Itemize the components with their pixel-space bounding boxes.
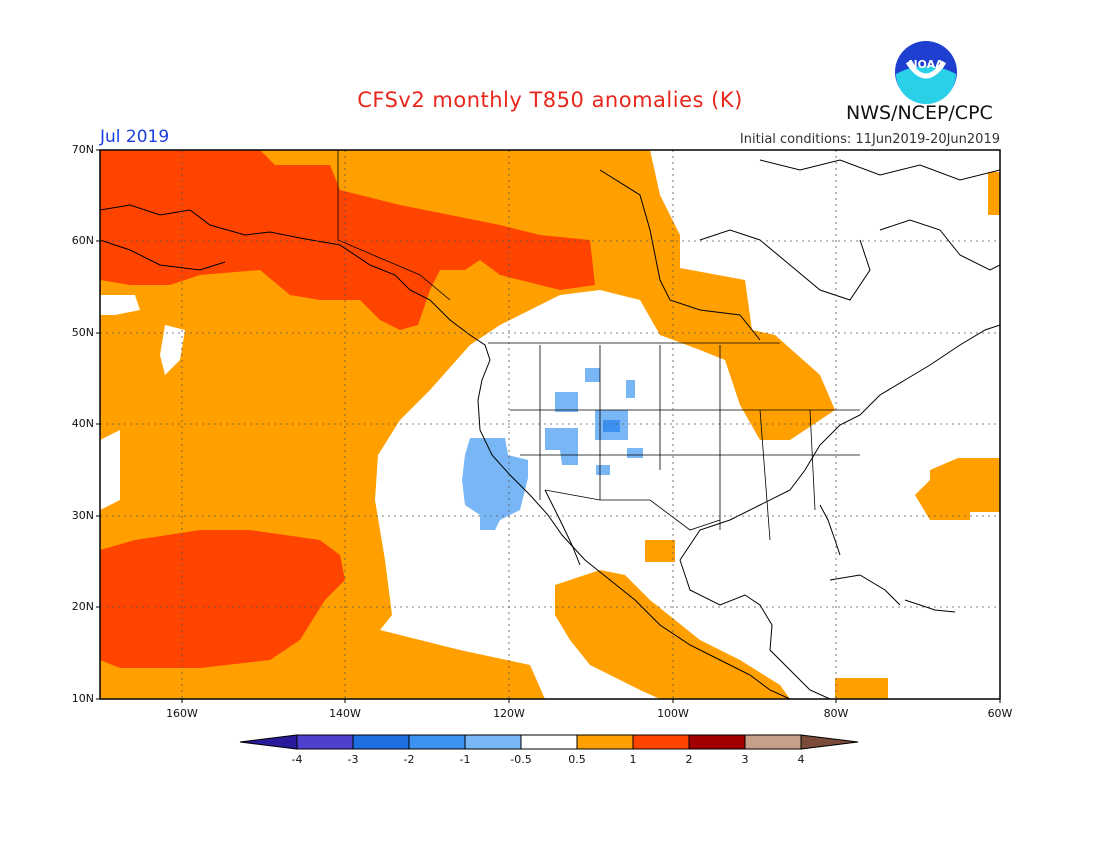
lon-label: 100W <box>657 707 689 720</box>
colorbar-swatch <box>688 734 746 750</box>
colorbar-swatch <box>464 734 522 750</box>
lat-label: 20N <box>71 600 94 613</box>
map-title: CFSv2 monthly T850 anomalies (K) <box>357 88 743 112</box>
lon-label: 160W <box>166 707 198 720</box>
colorbar <box>239 734 859 750</box>
lat-label: 60N <box>71 234 94 247</box>
colorbar-swatch <box>576 734 634 750</box>
graticule <box>100 150 1000 699</box>
colorbar-label: -0.5 <box>510 753 532 766</box>
lat-label: 70N <box>71 143 94 156</box>
colorbar-label: -3 <box>347 753 359 766</box>
colorbar-label: 4 <box>797 753 805 766</box>
lon-label: 120W <box>493 707 525 720</box>
colorbar-swatch <box>520 734 578 750</box>
colorbar-swatch <box>352 734 410 750</box>
lon-label: 60W <box>987 707 1013 720</box>
colorbar-label: -2 <box>403 753 415 766</box>
lon-label: 80W <box>823 707 849 720</box>
colorbar-swatch <box>239 734 298 750</box>
agency-label: NWS/NCEP/CPC <box>846 102 993 124</box>
colorbar-label: 0.5 <box>568 753 586 766</box>
colorbar-swatch <box>632 734 690 750</box>
lat-label: 50N <box>71 326 94 339</box>
colorbar-label: -4 <box>291 753 303 766</box>
lon-label: 140W <box>329 707 361 720</box>
colorbar-label: 2 <box>685 753 693 766</box>
colorbar-label: 3 <box>741 753 749 766</box>
colorbar-swatch <box>800 734 859 750</box>
lat-label: 10N <box>71 692 94 705</box>
colorbar-swatch <box>296 734 354 750</box>
lat-label: 40N <box>71 417 94 430</box>
colorbar-label: -1 <box>459 753 471 766</box>
lat-label: 30N <box>71 509 94 522</box>
forecast-month: Jul 2019 <box>100 127 170 147</box>
colorbar-swatch <box>408 734 466 750</box>
svg-text:NOAA: NOAA <box>908 58 944 71</box>
anomaly-region-pos-large <box>100 150 595 330</box>
noaa-logo: NOAA <box>895 41 957 104</box>
colorbar-swatch <box>744 734 802 750</box>
initial-conditions: Initial conditions: 11Jun2019-20Jun2019 <box>739 132 1000 147</box>
colorbar-label: 1 <box>629 753 637 766</box>
